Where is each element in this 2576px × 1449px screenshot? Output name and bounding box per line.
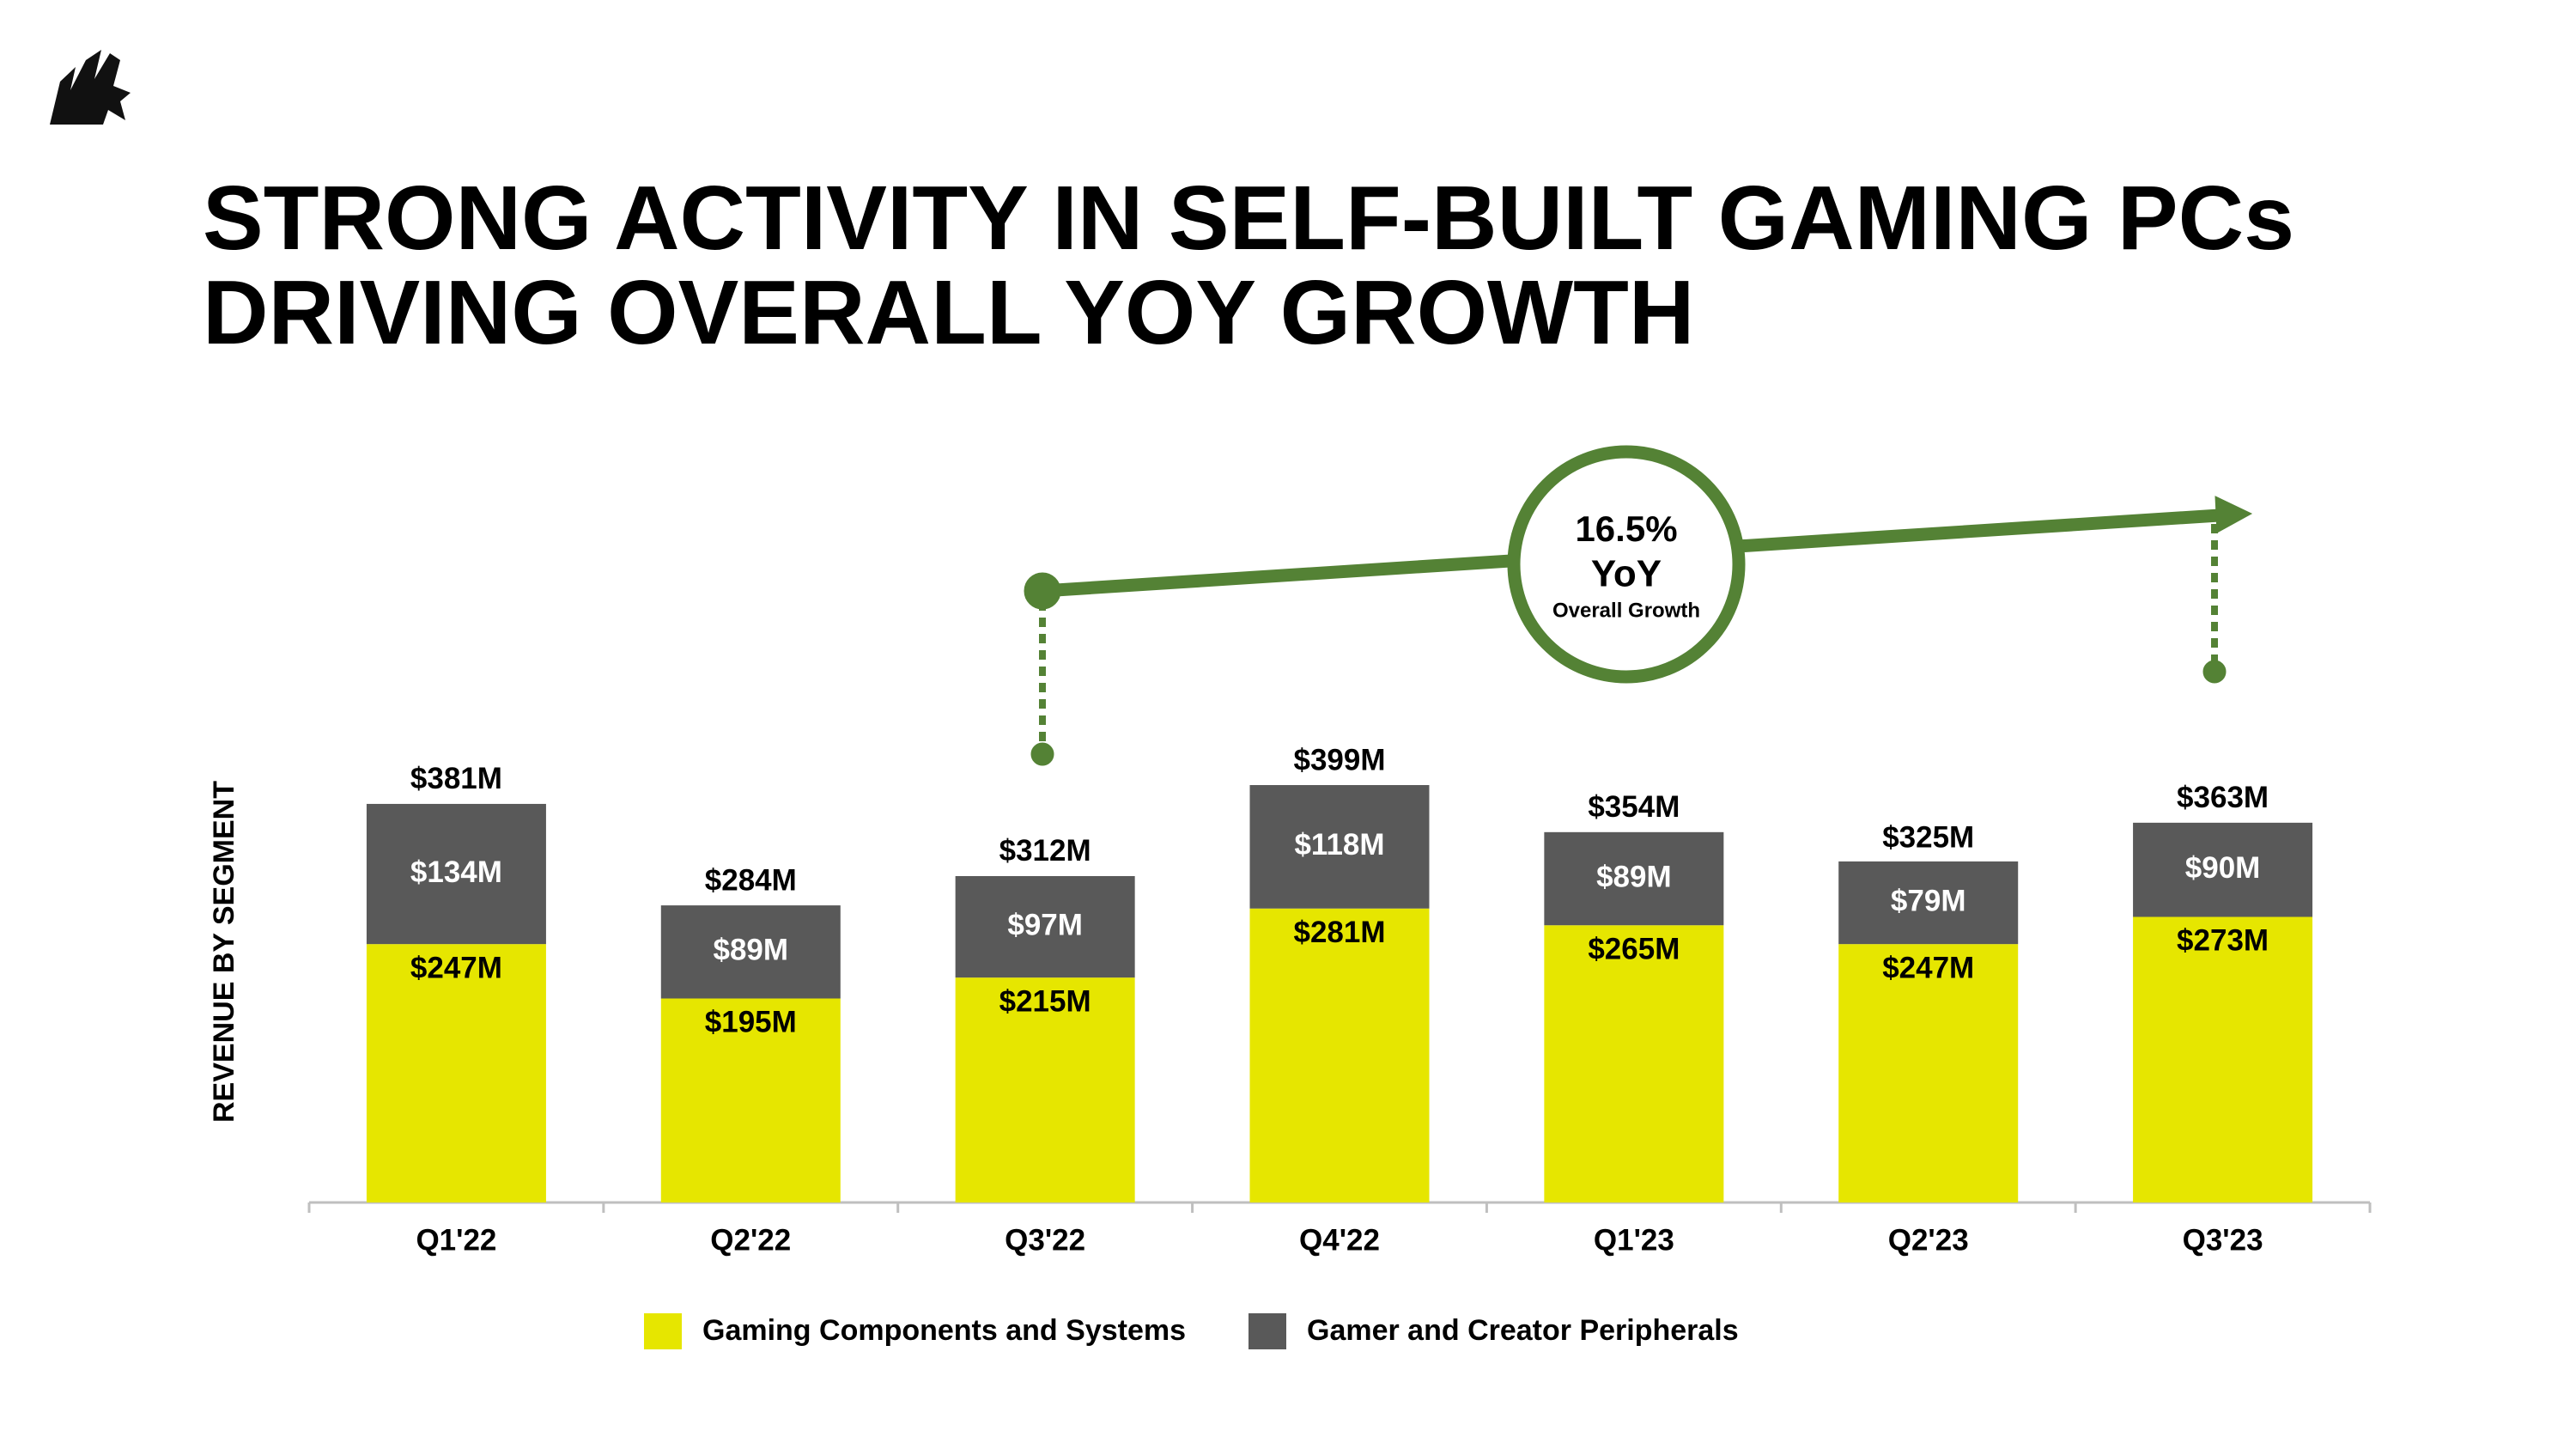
growth-circle bbox=[1507, 445, 1746, 684]
value-label: $247M bbox=[410, 951, 502, 984]
bar-segment bbox=[1544, 925, 1724, 1202]
x-tick-label: Q3'22 bbox=[1005, 1223, 1085, 1257]
value-label: $118M bbox=[1294, 828, 1384, 861]
total-label: $325M bbox=[1882, 820, 1974, 854]
legend-swatch bbox=[1249, 1313, 1286, 1349]
value-label: $90M bbox=[2185, 851, 2261, 885]
bar-segment bbox=[1544, 831, 1724, 926]
bar-segment bbox=[1838, 861, 2019, 945]
x-tick-label: Q3'23 bbox=[2183, 1223, 2263, 1257]
growth-caption: Overall Growth bbox=[1552, 599, 1700, 622]
value-label: $247M bbox=[1882, 951, 1974, 984]
growth-annotation: 16.5% YoY Overall Growth bbox=[1024, 445, 2253, 766]
legend-label: Gamer and Creator Peripherals bbox=[1307, 1314, 1739, 1347]
total-label: $363M bbox=[2177, 781, 2269, 814]
plot: $247M $134M $381M Q1'22 $195M $89M $284M Q2'22 $… bbox=[307, 743, 2372, 1349]
value-label: $195M bbox=[705, 1006, 797, 1039]
value-label: $89M bbox=[714, 934, 789, 967]
total-label: $381M bbox=[410, 762, 502, 795]
x-tick-label: Q1'22 bbox=[416, 1223, 496, 1257]
x-tick-label: Q2'23 bbox=[1888, 1223, 1969, 1257]
value-label: $281M bbox=[1293, 916, 1385, 949]
value-label: $79M bbox=[1891, 884, 1966, 917]
bar-segment bbox=[1249, 908, 1430, 1202]
total-label: $312M bbox=[999, 834, 1091, 868]
bar-segment bbox=[2133, 916, 2313, 1202]
bar-segment bbox=[366, 803, 546, 945]
growth-value: 16.5% bbox=[1575, 508, 1677, 549]
bar-segment bbox=[660, 998, 841, 1202]
bar-segment bbox=[660, 905, 841, 999]
bar-segment bbox=[955, 977, 1135, 1202]
bar-segment bbox=[2133, 822, 2313, 917]
value-label: $265M bbox=[1588, 932, 1680, 965]
arrowhead bbox=[2215, 496, 2253, 533]
legend-label: Gaming Components and Systems bbox=[702, 1314, 1186, 1347]
connector-dot bbox=[2202, 660, 2227, 684]
total-label: $284M bbox=[705, 863, 797, 897]
value-label: $215M bbox=[999, 984, 1091, 1018]
bar-segment bbox=[1838, 944, 2019, 1202]
total-label: $399M bbox=[1293, 743, 1385, 776]
total-label: $354M bbox=[1588, 790, 1680, 824]
logo bbox=[50, 50, 131, 125]
value-label: $273M bbox=[2177, 924, 2269, 958]
value-label: $134M bbox=[410, 855, 502, 889]
title-line: STRONG ACTIVITY IN SELF-BUILT GAMING PCs bbox=[203, 167, 2294, 269]
title-line: DRIVING OVERALL YOY GROWTH bbox=[203, 262, 1694, 363]
growth-yoy: YoY bbox=[1591, 553, 1662, 595]
value-label: $89M bbox=[1596, 860, 1672, 893]
x-tick-label: Q4'22 bbox=[1299, 1223, 1380, 1257]
bar-segment bbox=[366, 944, 546, 1202]
bar-segment bbox=[955, 875, 1135, 978]
legend-swatch bbox=[644, 1313, 682, 1349]
x-tick-label: Q2'22 bbox=[710, 1223, 791, 1257]
value-label: $97M bbox=[1007, 908, 1083, 941]
x-tick-label: Q1'23 bbox=[1594, 1223, 1674, 1257]
bar-segment bbox=[1249, 785, 1430, 909]
connector-dot bbox=[1030, 742, 1054, 766]
y-axis-label: REVENUE BY SEGMENT bbox=[208, 781, 240, 1123]
